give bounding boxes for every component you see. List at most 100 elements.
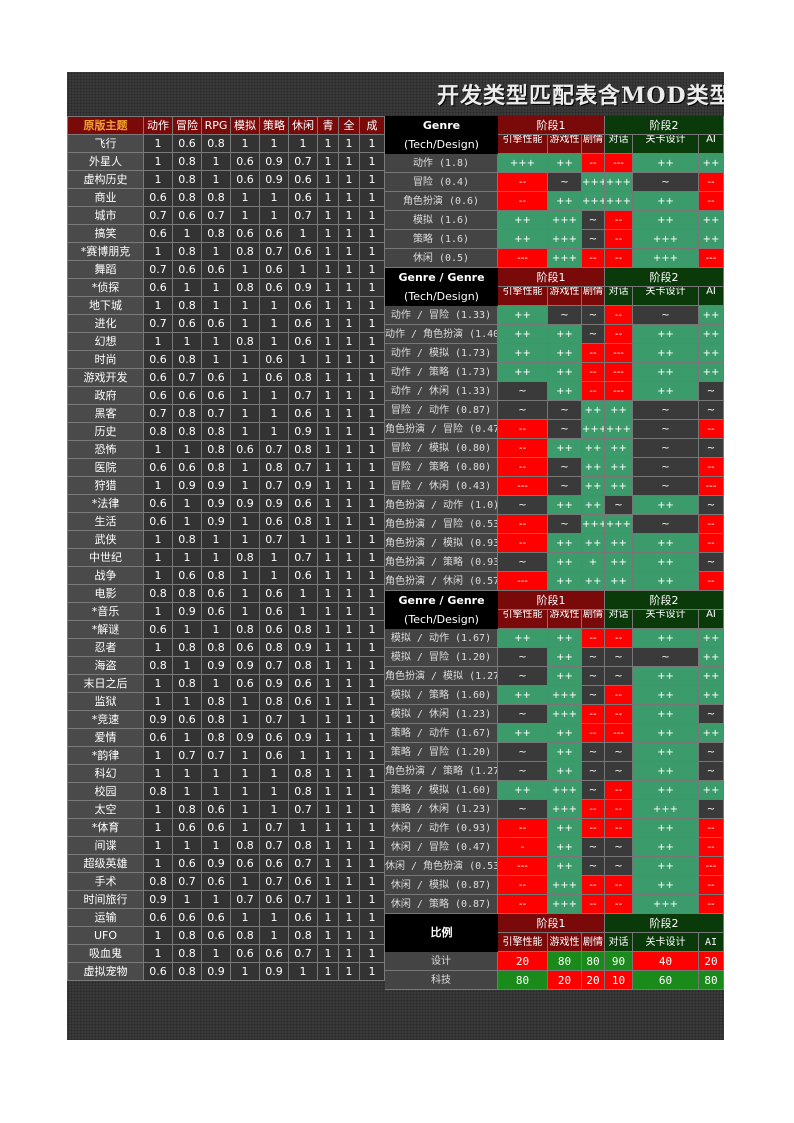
match-value: 0.7 — [259, 872, 289, 891]
match-value: 1 — [359, 260, 385, 279]
match-value: 0.8 — [288, 620, 318, 639]
rating-cell: ~ — [699, 401, 724, 420]
match-value: 0.9 — [201, 962, 231, 981]
match-value: 1 — [338, 710, 360, 729]
match-value: 0.9 — [259, 152, 289, 171]
rating-cell: -- — [582, 382, 605, 401]
match-value: 1 — [338, 890, 360, 909]
genre-label: 策略 / 动作 (1.67) — [385, 724, 498, 743]
rating-cell: ++ — [498, 781, 548, 800]
match-value: 0.6 — [143, 458, 173, 477]
match-value: 1 — [359, 944, 385, 963]
match-value: 0.6 — [288, 332, 318, 351]
match-value: 1 — [338, 818, 360, 837]
match-value: 1 — [338, 638, 360, 657]
table-row: 飞行 1 0.6 0.8 1 1 1 1 1 1 — [67, 134, 385, 153]
theme-name: 武侠 — [67, 530, 144, 549]
rating-cell: +++ — [548, 686, 582, 705]
match-value: 1 — [143, 602, 173, 621]
rating-cell: ~ — [582, 838, 605, 857]
match-value: 1 — [338, 584, 360, 603]
stage1-header: 阶段1 — [498, 116, 605, 135]
rating-cell: -- — [498, 192, 548, 211]
rating-cell: ++ — [633, 154, 699, 173]
match-value: 1 — [172, 692, 202, 711]
match-value: 0.6 — [259, 746, 289, 765]
rating-cell: -- — [582, 724, 605, 743]
match-value: 1 — [359, 728, 385, 747]
match-value: 0.8 — [288, 764, 318, 783]
theme-name: *体育 — [67, 818, 144, 837]
table-row: *解谜 0.6 1 1 0.8 0.6 0.8 1 1 1 — [67, 620, 385, 639]
rating-cell: ++ — [498, 686, 548, 705]
match-value: 1 — [359, 656, 385, 675]
match-value: 1 — [259, 548, 289, 567]
genre-label: 策略 (1.6) — [385, 230, 498, 249]
rating-cell: ++ — [633, 496, 699, 515]
match-value: 1 — [317, 386, 339, 405]
table-row: 地下城 1 0.8 1 1 1 0.6 1 1 1 — [67, 296, 385, 315]
match-value: 1 — [143, 566, 173, 585]
match-value: 1 — [317, 638, 339, 657]
match-value: 1 — [359, 314, 385, 333]
match-value: 0.8 — [201, 710, 231, 729]
subheader: AI — [699, 135, 724, 154]
match-value: 0.6 — [143, 908, 173, 927]
theme-name: *竞速 — [67, 710, 144, 729]
theme-name: 虚构历史 — [67, 170, 144, 189]
table-row: 手术 0.8 0.7 0.6 1 0.7 0.6 1 1 1 — [67, 872, 385, 891]
table-row: 武侠 1 0.8 1 1 0.7 1 1 1 1 — [67, 530, 385, 549]
match-value: 1 — [359, 404, 385, 423]
match-value: 0.8 — [230, 242, 260, 261]
match-value: 1 — [288, 818, 318, 837]
match-value: 0.7 — [288, 386, 318, 405]
rating-cell: -- — [699, 838, 724, 857]
rating-cell: -- — [605, 325, 633, 344]
match-value: 1 — [201, 278, 231, 297]
rating-cell: -- — [699, 534, 724, 553]
match-value: 1 — [317, 476, 339, 495]
column-header: 模拟 — [230, 116, 260, 135]
theme-name: 科幻 — [67, 764, 144, 783]
match-value: 1 — [259, 296, 289, 315]
rating-cell: ++ — [605, 401, 633, 420]
match-value: 1 — [143, 548, 173, 567]
match-value: 1 — [259, 134, 289, 153]
match-value: 0.8 — [259, 692, 289, 711]
match-value: 1 — [288, 530, 318, 549]
table-row: 末日之后 1 0.8 1 0.6 0.9 0.6 1 1 1 — [67, 674, 385, 693]
rating-cell: ~ — [699, 553, 724, 572]
match-value: 1 — [317, 728, 339, 747]
rating-cell: ++ — [633, 743, 699, 762]
genre-label: 冒险 / 动作 (0.87) — [385, 401, 498, 420]
rating-cell: ++ — [548, 629, 582, 648]
match-value: 1 — [317, 242, 339, 261]
match-value: 1 — [201, 350, 231, 369]
table-row: 电影 0.8 0.8 0.6 1 0.6 1 1 1 1 — [67, 584, 385, 603]
match-value: 1 — [359, 854, 385, 873]
match-value: 1 — [230, 314, 260, 333]
ratio-value: 80 — [498, 971, 548, 990]
match-value: 1 — [317, 224, 339, 243]
rating-cell: +++ — [548, 249, 582, 268]
match-value: 0.7 — [172, 746, 202, 765]
match-value: 1 — [201, 620, 231, 639]
match-value: 1 — [359, 710, 385, 729]
match-value: 0.6 — [201, 602, 231, 621]
ratio-value: 20 — [582, 971, 605, 990]
rating-cell: ++ — [582, 477, 605, 496]
theme-name: 生活 — [67, 512, 144, 531]
match-value: 1 — [317, 890, 339, 909]
theme-name: 电影 — [67, 584, 144, 603]
match-value: 1 — [317, 674, 339, 693]
match-value: 1 — [359, 692, 385, 711]
match-value: 1 — [359, 836, 385, 855]
match-value: 0.6 — [230, 674, 260, 693]
rating-cell: ++ — [548, 154, 582, 173]
match-value: 0.8 — [288, 836, 318, 855]
rating-cell: +++ — [633, 895, 699, 914]
match-value: 0.6 — [288, 314, 318, 333]
match-value: 0.8 — [288, 656, 318, 675]
match-value: 1 — [230, 584, 260, 603]
rating-cell: -- — [498, 876, 548, 895]
